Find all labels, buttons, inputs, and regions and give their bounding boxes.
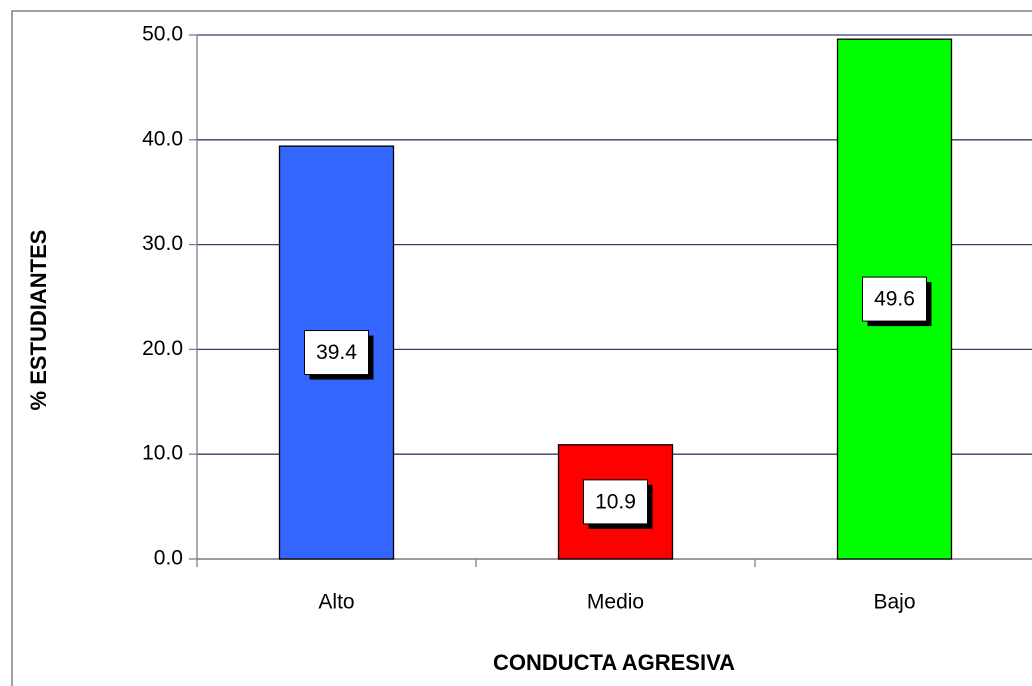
y-tick-label: 50.0 (142, 23, 183, 46)
value-label-box (304, 330, 369, 376)
value-label-box (583, 479, 648, 525)
y-tick-label: 20.0 (142, 337, 183, 360)
y-tick-label: 10.0 (142, 442, 183, 465)
x-tick-label: Bajo (873, 591, 915, 614)
y-tick-label: 40.0 (142, 127, 183, 150)
x-tick-label: Alto (318, 591, 354, 614)
value-label: 49.6 (874, 288, 915, 311)
value-label: 10.9 (595, 490, 636, 513)
x-tick-label: Medio (587, 591, 644, 614)
bar (278, 145, 395, 560)
y-axis-title: % ESTUDIANTES (26, 230, 51, 411)
y-tick-label: 30.0 (142, 232, 183, 255)
x-axis-title: CONDUCTA AGRESIVA (493, 650, 735, 675)
value-label-box (862, 276, 927, 322)
y-tick-label: 0.0 (154, 547, 183, 570)
value-label: 39.4 (316, 341, 357, 364)
